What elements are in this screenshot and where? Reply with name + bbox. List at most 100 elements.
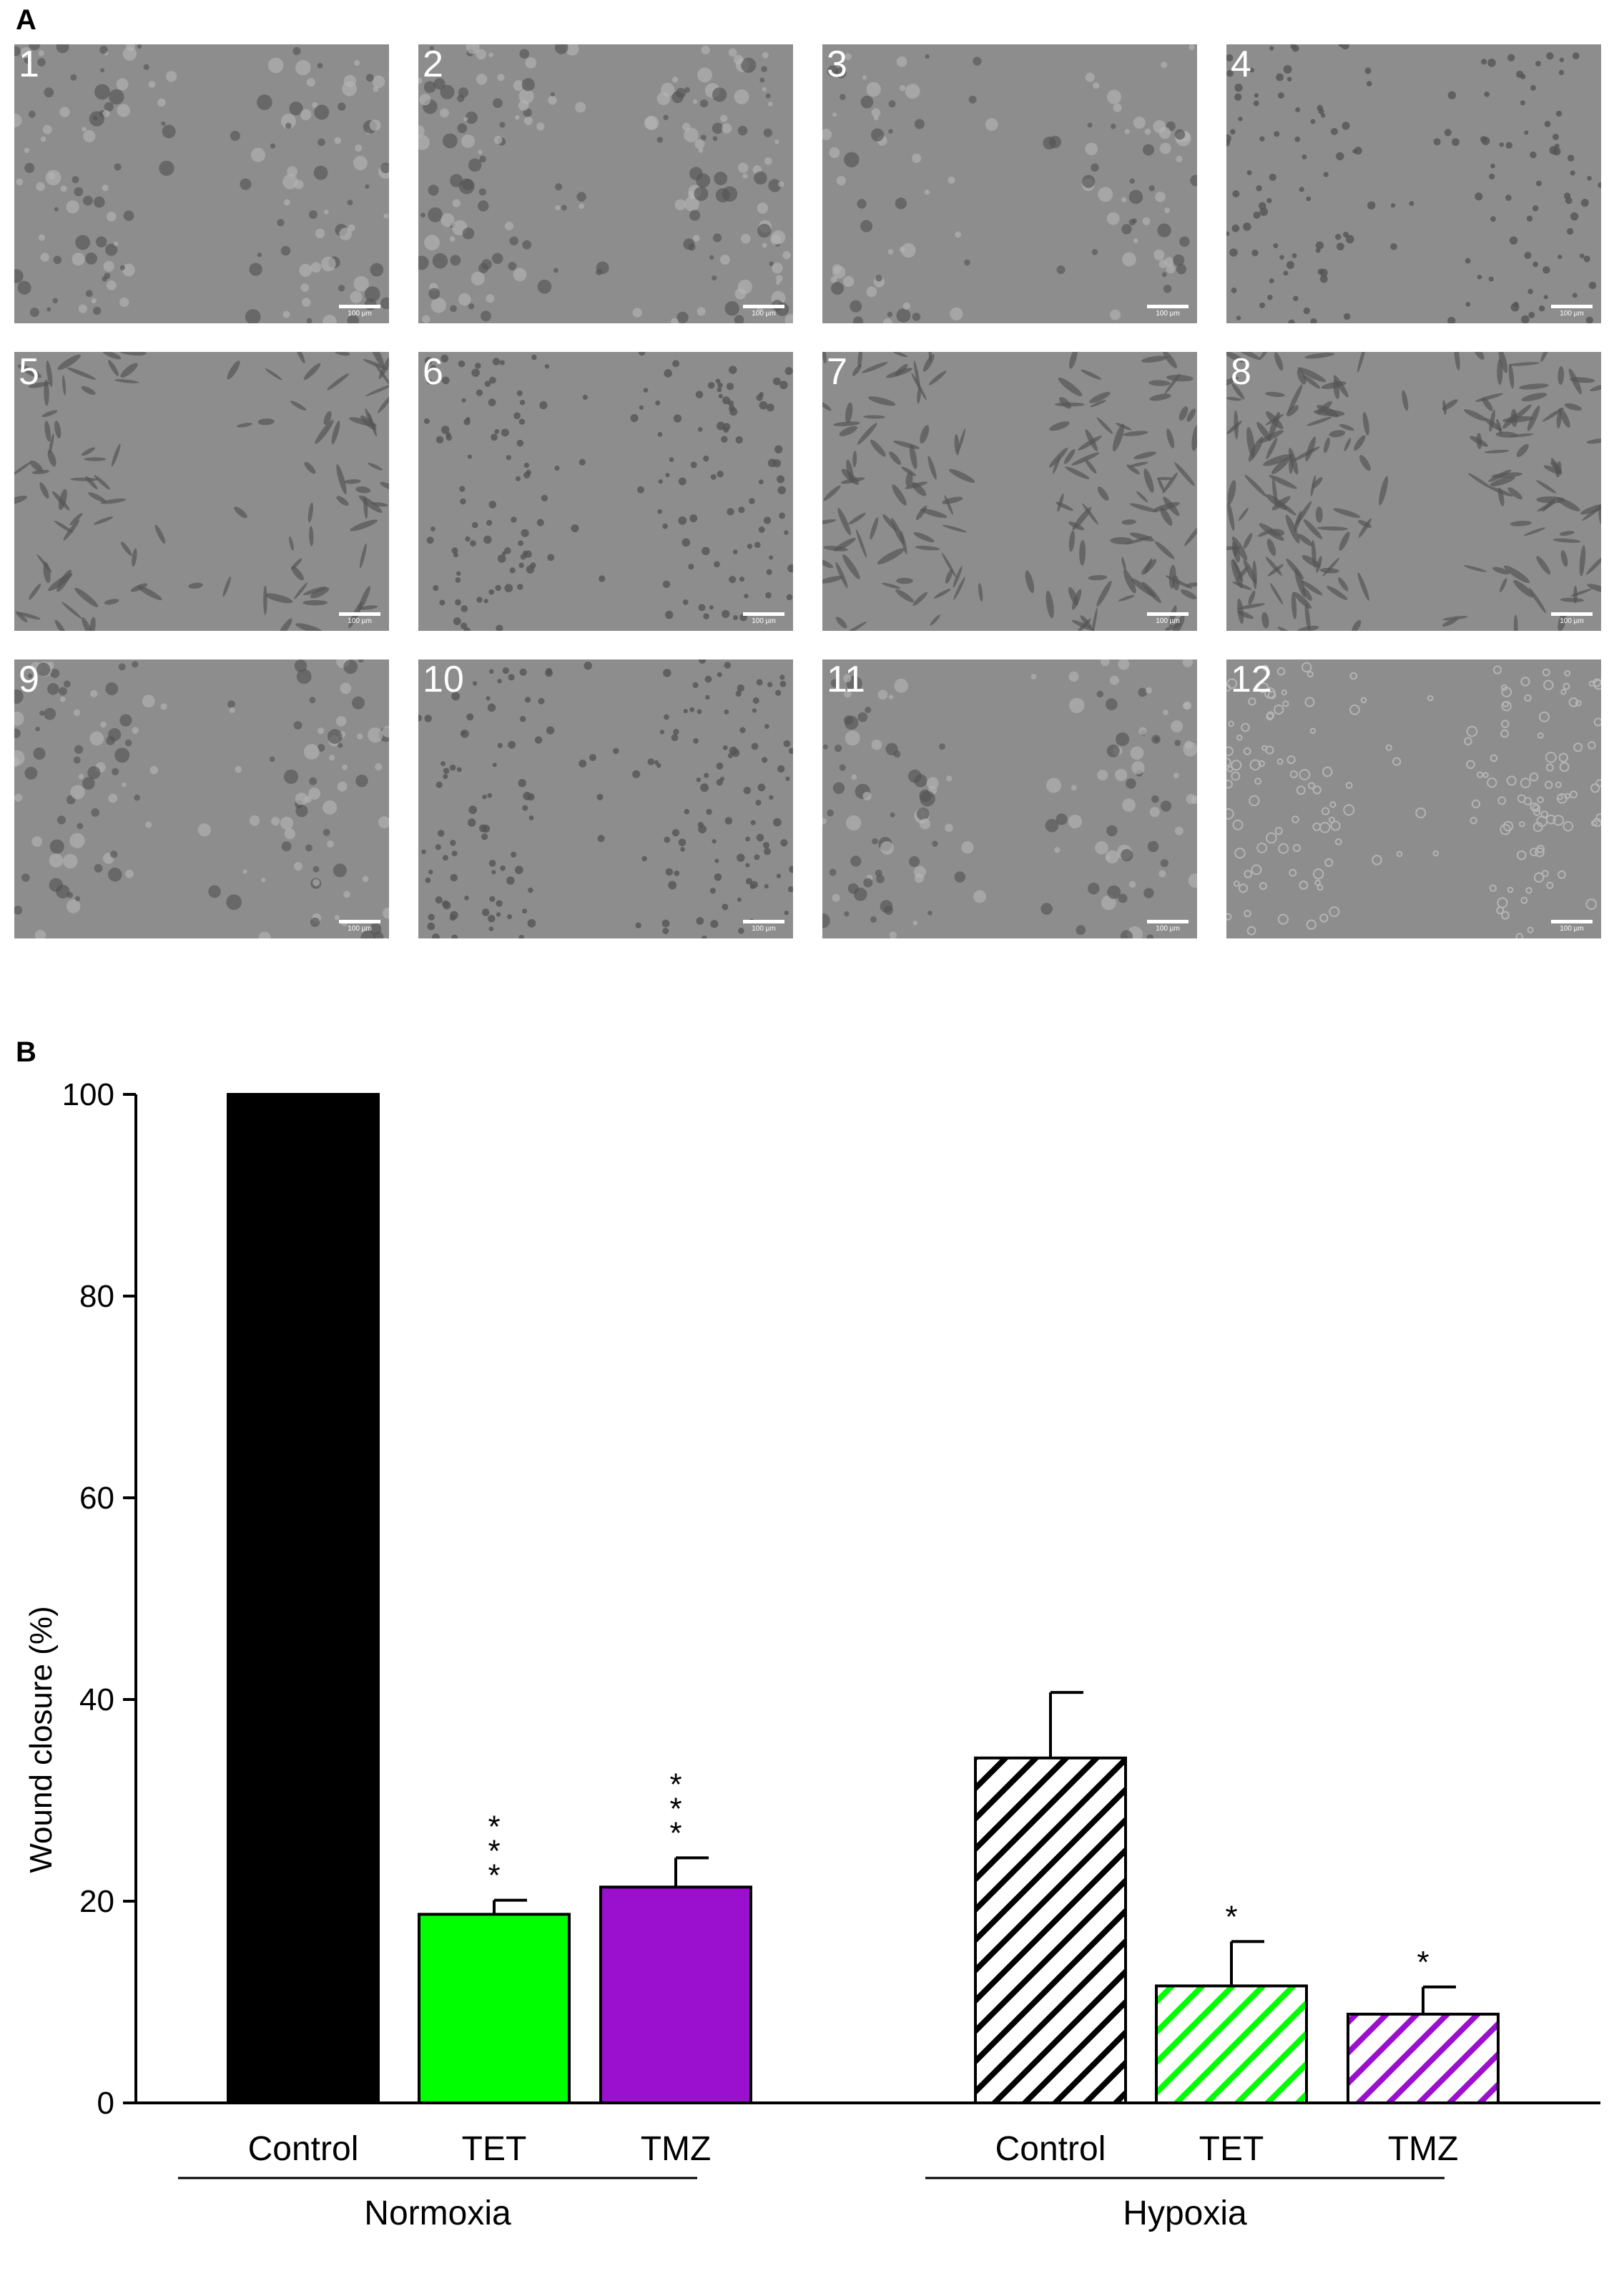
cell (522, 240, 532, 250)
cell (668, 881, 677, 890)
tile-number: 4 (1231, 44, 1251, 85)
cell (1160, 507, 1173, 526)
cell (1560, 597, 1585, 602)
cell (502, 667, 509, 675)
cell (1305, 436, 1317, 462)
cell (1415, 808, 1427, 819)
cell (70, 74, 77, 81)
cell (338, 285, 345, 292)
significance-marker: * (488, 1834, 500, 1869)
cell (1564, 793, 1571, 800)
cell (664, 369, 672, 378)
micrograph-tile: 10 100 µm (418, 659, 793, 938)
cell (303, 363, 321, 381)
cell (347, 200, 353, 206)
cell (1583, 255, 1590, 263)
cell (672, 77, 679, 83)
cell (508, 740, 516, 749)
cell (1131, 218, 1137, 224)
cell (91, 298, 97, 304)
cell (724, 709, 729, 715)
cell (789, 865, 793, 873)
cell (1299, 769, 1311, 780)
cell (837, 508, 851, 536)
scale-bar-label: 100 µm (348, 925, 372, 933)
cell (112, 767, 119, 775)
cell (94, 84, 110, 100)
cell (770, 234, 782, 245)
cell (47, 682, 59, 695)
cell (1097, 486, 1109, 501)
cell (582, 394, 588, 400)
cell (54, 619, 67, 631)
cell (100, 68, 105, 73)
cell (844, 715, 859, 730)
cell (54, 207, 59, 212)
cell (257, 418, 275, 426)
cell (1097, 770, 1108, 781)
cell (1082, 503, 1098, 525)
cell (761, 66, 767, 73)
cell (94, 475, 111, 490)
cell (208, 885, 221, 898)
cell (1590, 383, 1601, 391)
cell (674, 870, 680, 876)
cell (1540, 352, 1550, 363)
cell (787, 886, 793, 893)
cell (888, 129, 893, 134)
cell (93, 115, 98, 121)
cell (1178, 406, 1189, 421)
cell (842, 275, 855, 288)
cell (788, 747, 793, 755)
cell (355, 144, 363, 152)
cell (1580, 198, 1589, 207)
cell (70, 785, 85, 800)
cell (1184, 740, 1194, 750)
cell (954, 871, 966, 883)
cell (737, 162, 749, 173)
tile-number: 1 (19, 44, 39, 85)
cell (596, 261, 609, 275)
cell (1115, 768, 1128, 782)
cell (1065, 466, 1090, 479)
cell (717, 382, 723, 388)
cell (104, 599, 119, 605)
cell (1570, 170, 1575, 176)
cell (843, 674, 852, 682)
micrograph-tile: 1 100 µm (14, 44, 389, 323)
cell (885, 742, 898, 755)
cell (1593, 717, 1601, 727)
cell (1572, 293, 1578, 298)
cell (1171, 720, 1183, 733)
cell (93, 306, 102, 315)
cell (355, 774, 368, 788)
cell (421, 849, 426, 855)
y-tick-label: 40 (79, 1682, 114, 1717)
cell (508, 262, 517, 270)
cell (1234, 410, 1239, 439)
tile-number: 12 (1231, 659, 1272, 700)
cell (1489, 884, 1497, 892)
cell (1447, 316, 1456, 323)
cell (331, 421, 340, 445)
cell (82, 127, 87, 132)
cell (108, 727, 122, 742)
cell (1186, 582, 1197, 587)
cell (1527, 926, 1534, 933)
cell (108, 360, 119, 376)
cell (538, 697, 545, 705)
cell (365, 74, 374, 82)
cell (455, 577, 461, 583)
cell (1390, 203, 1396, 208)
cell (659, 730, 665, 735)
cell (742, 173, 748, 179)
cell (1269, 278, 1274, 284)
cell (430, 298, 446, 313)
cell (1527, 288, 1533, 295)
cell (441, 376, 450, 385)
cell (435, 844, 441, 850)
cell (1510, 433, 1534, 438)
cell (230, 130, 240, 141)
cell (1233, 880, 1240, 887)
cell (684, 808, 690, 815)
